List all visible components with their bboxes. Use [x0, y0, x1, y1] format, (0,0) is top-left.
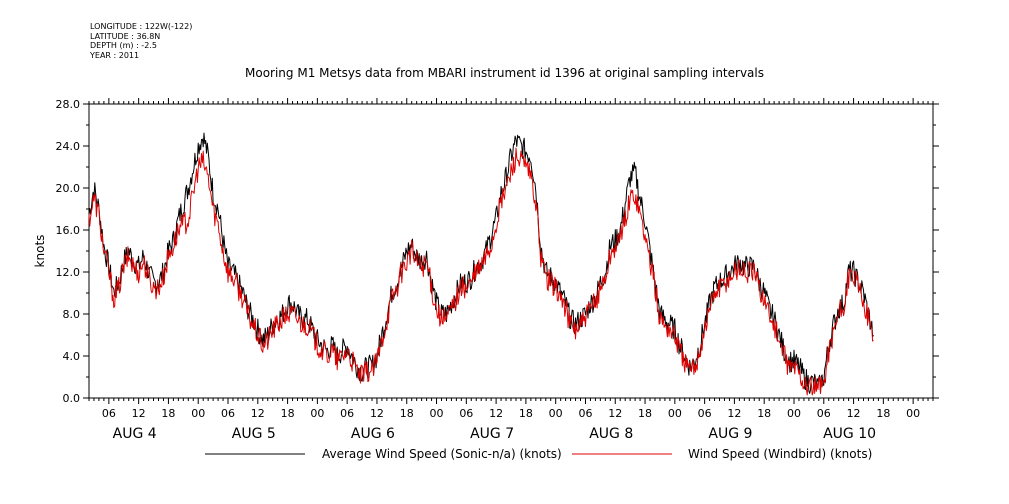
- x-day-label: AUG 10: [823, 426, 876, 442]
- series-line-sonic: [88, 132, 874, 394]
- y-tick-label: 0.0: [63, 392, 81, 405]
- x-day-label: AUG 4: [113, 426, 157, 442]
- series-line-windbird: [88, 147, 874, 396]
- x-hour-label: 12: [608, 407, 622, 420]
- x-hour-label: 06: [102, 407, 116, 420]
- x-hour-label: 00: [668, 407, 682, 420]
- latitude-label: LATITUDE : 36.8N: [90, 31, 161, 41]
- x-day-label: AUG 5: [232, 426, 276, 442]
- x-day-label: AUG 9: [708, 426, 752, 442]
- x-day-label: AUG 7: [470, 426, 514, 442]
- x-hour-label: 12: [489, 407, 503, 420]
- x-hour-label: 06: [221, 407, 235, 420]
- x-hour-label: 12: [727, 407, 741, 420]
- x-hour-label: 12: [847, 407, 861, 420]
- x-hour-label: 06: [817, 407, 831, 420]
- mooring-metadata: LONGITUDE : 122W(-122) LATITUDE : 36.8N …: [90, 22, 192, 60]
- x-hour-label: 12: [251, 407, 265, 420]
- longitude-label: LONGITUDE : 122W(-122): [90, 22, 193, 31]
- y-tick-label: 16.0: [56, 224, 81, 237]
- x-hour-label: 06: [698, 407, 712, 420]
- x-hour-label: 06: [459, 407, 473, 420]
- x-day-label: AUG 8: [589, 426, 633, 442]
- x-hour-label: 18: [638, 407, 652, 420]
- x-hour-label: 06: [340, 407, 354, 420]
- y-tick-label: 4.0: [63, 350, 81, 363]
- y-tick-label: 24.0: [56, 140, 81, 153]
- x-hour-label: 18: [161, 407, 175, 420]
- x-hour-label: 12: [370, 407, 384, 420]
- x-hour-label: 00: [310, 407, 324, 420]
- y-tick-label: 20.0: [56, 182, 81, 195]
- y-tick-label: 28.0: [56, 98, 81, 111]
- x-hour-label: 00: [549, 407, 563, 420]
- x-hour-label: 00: [191, 407, 205, 420]
- x-hour-label: 06: [578, 407, 592, 420]
- x-day-label: AUG 6: [351, 426, 395, 442]
- plot-frame: [88, 103, 934, 399]
- year-label: YEAR : 2011: [90, 50, 140, 60]
- x-hour-label: 12: [132, 407, 146, 420]
- x-hour-label: 18: [757, 407, 771, 420]
- y-axis-label: knots: [33, 235, 47, 268]
- chart-title: Mooring M1 Metsys data from MBARI instru…: [245, 66, 764, 80]
- x-hour-label: 18: [400, 407, 414, 420]
- x-hour-label: 00: [906, 407, 920, 420]
- x-hour-label: 18: [876, 407, 890, 420]
- x-hour-label: 00: [430, 407, 444, 420]
- x-hour-label: 18: [281, 407, 295, 420]
- y-tick-label: 12.0: [56, 266, 81, 279]
- x-hour-label: 00: [787, 407, 801, 420]
- x-hour-label: 18: [519, 407, 533, 420]
- depth-label: DEPTH (m) : -2.5: [90, 41, 157, 50]
- y-tick-label: 8.0: [63, 308, 81, 321]
